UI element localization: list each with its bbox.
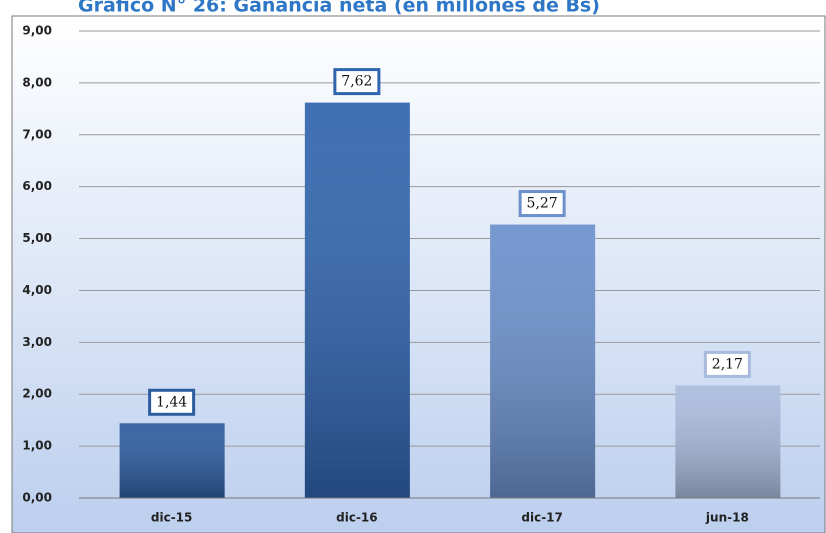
y-tick-label: 3,00	[22, 335, 52, 349]
y-tick-label: 2,00	[22, 387, 52, 401]
y-tick-label: 4,00	[22, 283, 52, 297]
y-tick-label: 0,00	[22, 491, 52, 505]
bar-shade	[675, 385, 781, 498]
y-tick-label: 6,00	[22, 179, 52, 193]
value-label-box	[333, 68, 381, 96]
value-label: 2,17	[712, 356, 743, 372]
value-label: 7,62	[341, 74, 372, 90]
x-tick-label: jun-18	[705, 511, 749, 525]
y-tick-label: 1,00	[22, 439, 52, 453]
value-label: 1,44	[156, 394, 187, 410]
bar-shade	[119, 423, 225, 498]
x-tick-label: dic-15	[151, 511, 193, 525]
value-label-box	[703, 350, 751, 378]
bar-shade	[490, 224, 596, 498]
bar-shade	[304, 102, 410, 499]
x-tick-label: dic-17	[521, 511, 563, 525]
y-tick-label: 7,00	[22, 127, 52, 141]
y-tick-label: 8,00	[22, 75, 52, 89]
value-label-box	[148, 388, 196, 416]
y-tick-label: 5,00	[22, 231, 52, 245]
x-tick-label: dic-16	[336, 511, 378, 525]
chart-title: Gráfico N° 26: Ganancia neta (en millone…	[78, 0, 600, 17]
y-tick-label: 9,00	[22, 24, 52, 38]
value-label: 5,27	[527, 196, 558, 212]
value-label-box	[518, 190, 566, 218]
